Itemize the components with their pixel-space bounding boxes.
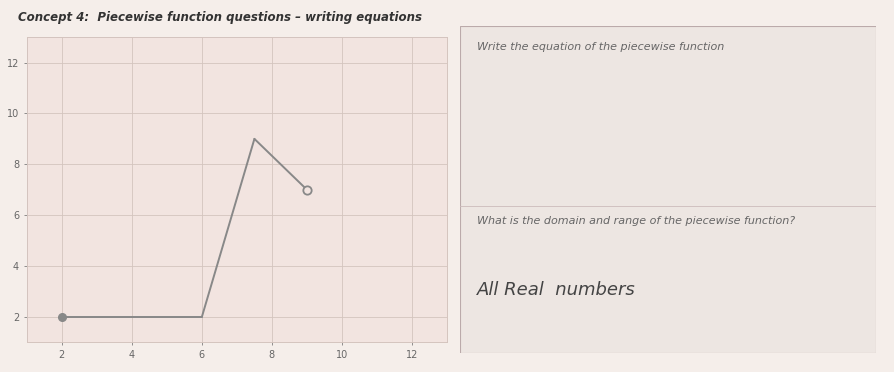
- Text: Write the equation of the piecewise function: Write the equation of the piecewise func…: [477, 42, 724, 52]
- Text: What is the domain and range of the piecewise function?: What is the domain and range of the piec…: [477, 216, 795, 226]
- FancyBboxPatch shape: [460, 26, 876, 353]
- Text: All Real  numbers: All Real numbers: [477, 281, 636, 299]
- Text: Concept 4:  Piecewise function questions – writing equations: Concept 4: Piecewise function questions …: [18, 11, 422, 24]
